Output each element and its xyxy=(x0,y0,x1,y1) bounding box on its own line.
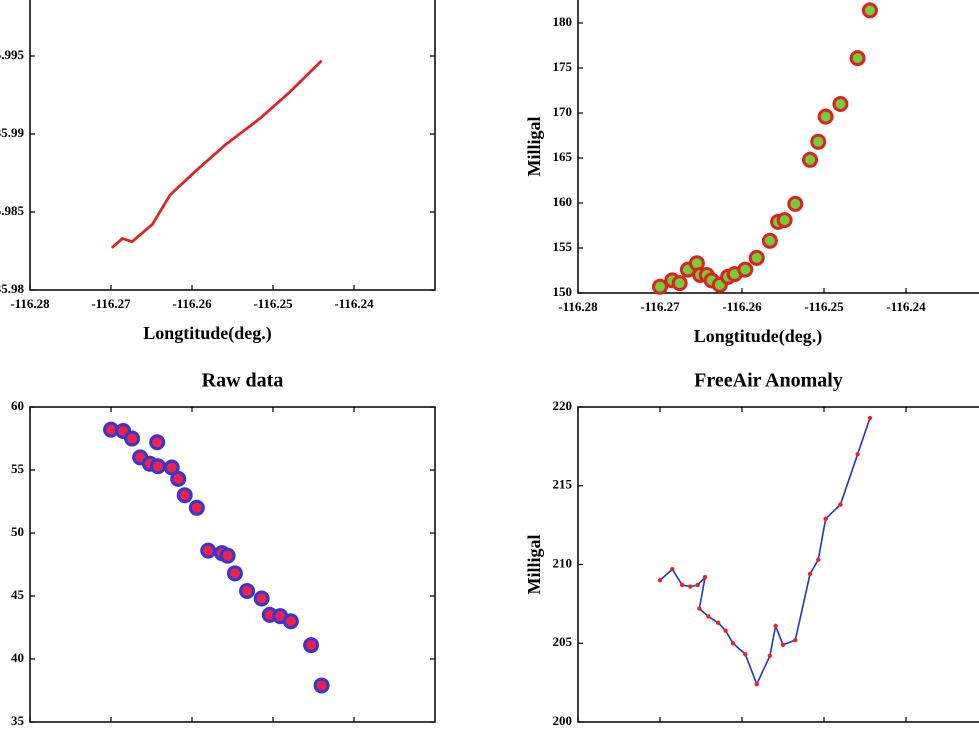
y-tick-label: 35.98 xyxy=(0,281,25,296)
data-point xyxy=(807,571,813,577)
data-point xyxy=(761,232,778,249)
data-point xyxy=(671,275,688,292)
data-point xyxy=(767,653,773,659)
data-point xyxy=(163,459,180,476)
data-point xyxy=(743,652,748,657)
x-tick-label: -116.26 xyxy=(172,296,212,311)
y-tick-label: 35.99 xyxy=(0,125,25,140)
data-point xyxy=(816,557,821,562)
data-point xyxy=(802,151,819,168)
data-point xyxy=(219,547,236,564)
y-tick-label: 155 xyxy=(553,239,573,254)
y-tick-label: 220 xyxy=(553,398,573,413)
chart-title: FreeAir Anomaly xyxy=(694,370,843,392)
y-tick-label: 175 xyxy=(553,59,573,74)
data-line xyxy=(110,59,323,249)
data-point xyxy=(748,249,765,266)
axes-box xyxy=(577,406,979,723)
data-point xyxy=(303,637,320,654)
data-point xyxy=(282,613,299,630)
data-point xyxy=(200,542,217,559)
data-point xyxy=(253,590,270,607)
x-tick-label: -116.26 xyxy=(722,299,762,314)
data-point xyxy=(754,682,759,687)
data-point xyxy=(313,677,330,694)
data-point xyxy=(149,458,166,475)
y-tick-label: 35 xyxy=(11,713,25,728)
data-point xyxy=(861,2,878,19)
data-point xyxy=(695,582,700,588)
data-point xyxy=(817,108,834,125)
data-point xyxy=(170,470,187,487)
y-tick-label: 150 xyxy=(553,284,573,299)
y-tick-label: 200 xyxy=(553,713,573,728)
y-tick-label: 50 xyxy=(11,524,24,539)
axes-box xyxy=(577,0,979,294)
y-tick-label: 215 xyxy=(553,477,573,492)
data-point xyxy=(787,195,804,212)
x-axis-label: Longtitude(deg.) xyxy=(143,323,272,344)
data-point xyxy=(838,502,843,507)
data-point xyxy=(730,641,736,646)
data-point xyxy=(773,623,778,629)
data-point xyxy=(867,415,873,421)
y-tick-label: 180 xyxy=(553,14,573,29)
data-point xyxy=(780,642,786,648)
data-point xyxy=(776,212,793,229)
x-tick-label: -116.28 xyxy=(558,299,598,314)
y-tick-label: 60 xyxy=(11,398,24,413)
data-point xyxy=(810,133,827,150)
data-point xyxy=(124,430,141,447)
y-tick-label: 205 xyxy=(553,634,573,649)
x-tick-label: -116.25 xyxy=(253,296,293,311)
data-point xyxy=(849,50,866,67)
data-point xyxy=(679,582,685,588)
y-tick-label: 170 xyxy=(553,104,573,119)
x-tick-label: -116.27 xyxy=(91,296,131,311)
x-tick-label: -116.27 xyxy=(640,299,680,314)
data-point xyxy=(697,606,702,611)
y-tick-label: 45 xyxy=(11,587,25,602)
data-point xyxy=(688,584,693,589)
y-axis-label: Milligal xyxy=(524,535,544,595)
x-axis-label: Longtitude(deg.) xyxy=(694,326,823,347)
data-point xyxy=(702,574,708,580)
x-tick-label: -116.28 xyxy=(10,296,50,311)
y-tick-label: 160 xyxy=(553,194,573,209)
data-point xyxy=(149,434,166,451)
x-tick-label: -116.25 xyxy=(804,299,844,314)
y-tick-label: 165 xyxy=(553,149,573,164)
data-line xyxy=(659,417,871,687)
y-tick-label: 35.985 xyxy=(0,203,25,218)
data-point xyxy=(716,620,721,625)
x-tick-label: -116.24 xyxy=(886,299,926,314)
data-point xyxy=(226,565,243,582)
y-tick-label: 55 xyxy=(11,461,25,476)
y-tick-label: 40 xyxy=(11,650,24,665)
data-point xyxy=(670,567,675,572)
y-tick-label: 210 xyxy=(553,555,573,570)
data-point xyxy=(855,452,860,457)
data-point xyxy=(723,628,728,633)
data-point xyxy=(832,96,849,112)
axes-box xyxy=(29,0,436,291)
y-tick-label: 35.995 xyxy=(0,47,25,62)
x-tick-label: -116.24 xyxy=(334,296,374,311)
y-axis-label: Milligal xyxy=(524,117,544,177)
data-point xyxy=(176,487,193,504)
data-point xyxy=(823,516,828,522)
data-point xyxy=(239,582,256,599)
data-point xyxy=(706,614,711,619)
data-point xyxy=(793,637,798,643)
axes-box xyxy=(29,406,436,723)
data-point xyxy=(657,578,663,583)
chart-title: Raw data xyxy=(202,370,284,392)
data-point xyxy=(652,278,668,295)
data-point xyxy=(188,499,205,516)
data-point xyxy=(737,261,754,278)
